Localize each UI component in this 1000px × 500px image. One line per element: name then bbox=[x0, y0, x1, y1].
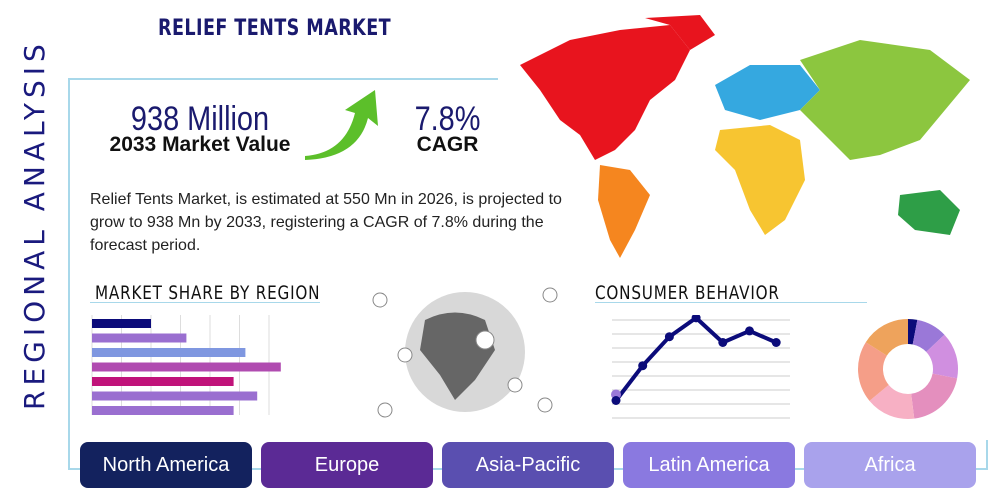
donut-slice bbox=[912, 319, 945, 352]
page-title: RELIEF TENTS MARKET bbox=[158, 16, 392, 41]
market-value: 938 Million 2033 Market Value bbox=[100, 100, 300, 157]
point bbox=[664, 332, 674, 342]
world-map-illustration bbox=[520, 15, 970, 258]
market-value-number: 938 Million bbox=[130, 100, 270, 138]
donut-slice bbox=[926, 334, 958, 379]
donut-slice bbox=[911, 373, 958, 419]
market-value-label: 2033 Market Value bbox=[109, 133, 291, 156]
divider bbox=[595, 302, 867, 303]
market-share-heading: MARKET SHARE BY REGION bbox=[95, 282, 321, 304]
point bbox=[745, 326, 754, 336]
bar bbox=[92, 319, 151, 328]
point bbox=[638, 361, 648, 371]
consumer-donut-chart bbox=[858, 319, 958, 419]
donut-slice bbox=[908, 319, 918, 345]
donut-slice bbox=[865, 319, 908, 356]
region-button-europe[interactable]: Europe bbox=[261, 442, 433, 488]
consumer-behavior-heading: CONSUMER BEHAVIOR bbox=[595, 282, 780, 304]
region-button-asia-pacific[interactable]: Asia-Pacific bbox=[442, 442, 614, 488]
cagr: 7.8% CAGR bbox=[400, 100, 495, 157]
donut-slice bbox=[869, 384, 915, 419]
cagr-number: 7.8% bbox=[414, 100, 481, 138]
region-button-latin-america[interactable]: Latin America bbox=[623, 442, 795, 488]
description: Relief Tents Market, is estimated at 550… bbox=[90, 191, 562, 254]
bar bbox=[92, 362, 281, 372]
point bbox=[611, 396, 621, 405]
consumer-line-chart bbox=[611, 315, 790, 419]
point bbox=[771, 338, 781, 347]
region-button-north-america[interactable]: North America bbox=[80, 442, 252, 488]
globe-network-illustration bbox=[372, 287, 558, 418]
market-share-chart bbox=[91, 315, 281, 415]
region-button-africa[interactable]: Africa bbox=[804, 442, 976, 488]
bar bbox=[92, 406, 234, 415]
bar bbox=[92, 348, 246, 357]
bar bbox=[92, 377, 234, 386]
bar bbox=[92, 333, 187, 343]
donut-slice bbox=[858, 342, 889, 401]
cagr-label: CAGR bbox=[416, 133, 479, 156]
point bbox=[718, 338, 728, 347]
side-label: REGIONAL ANALYSIS bbox=[18, 39, 51, 410]
frame bbox=[68, 78, 498, 470]
divider bbox=[90, 302, 320, 303]
growth-arrow-icon bbox=[305, 90, 378, 160]
bar bbox=[92, 391, 258, 401]
point bbox=[691, 315, 701, 323]
